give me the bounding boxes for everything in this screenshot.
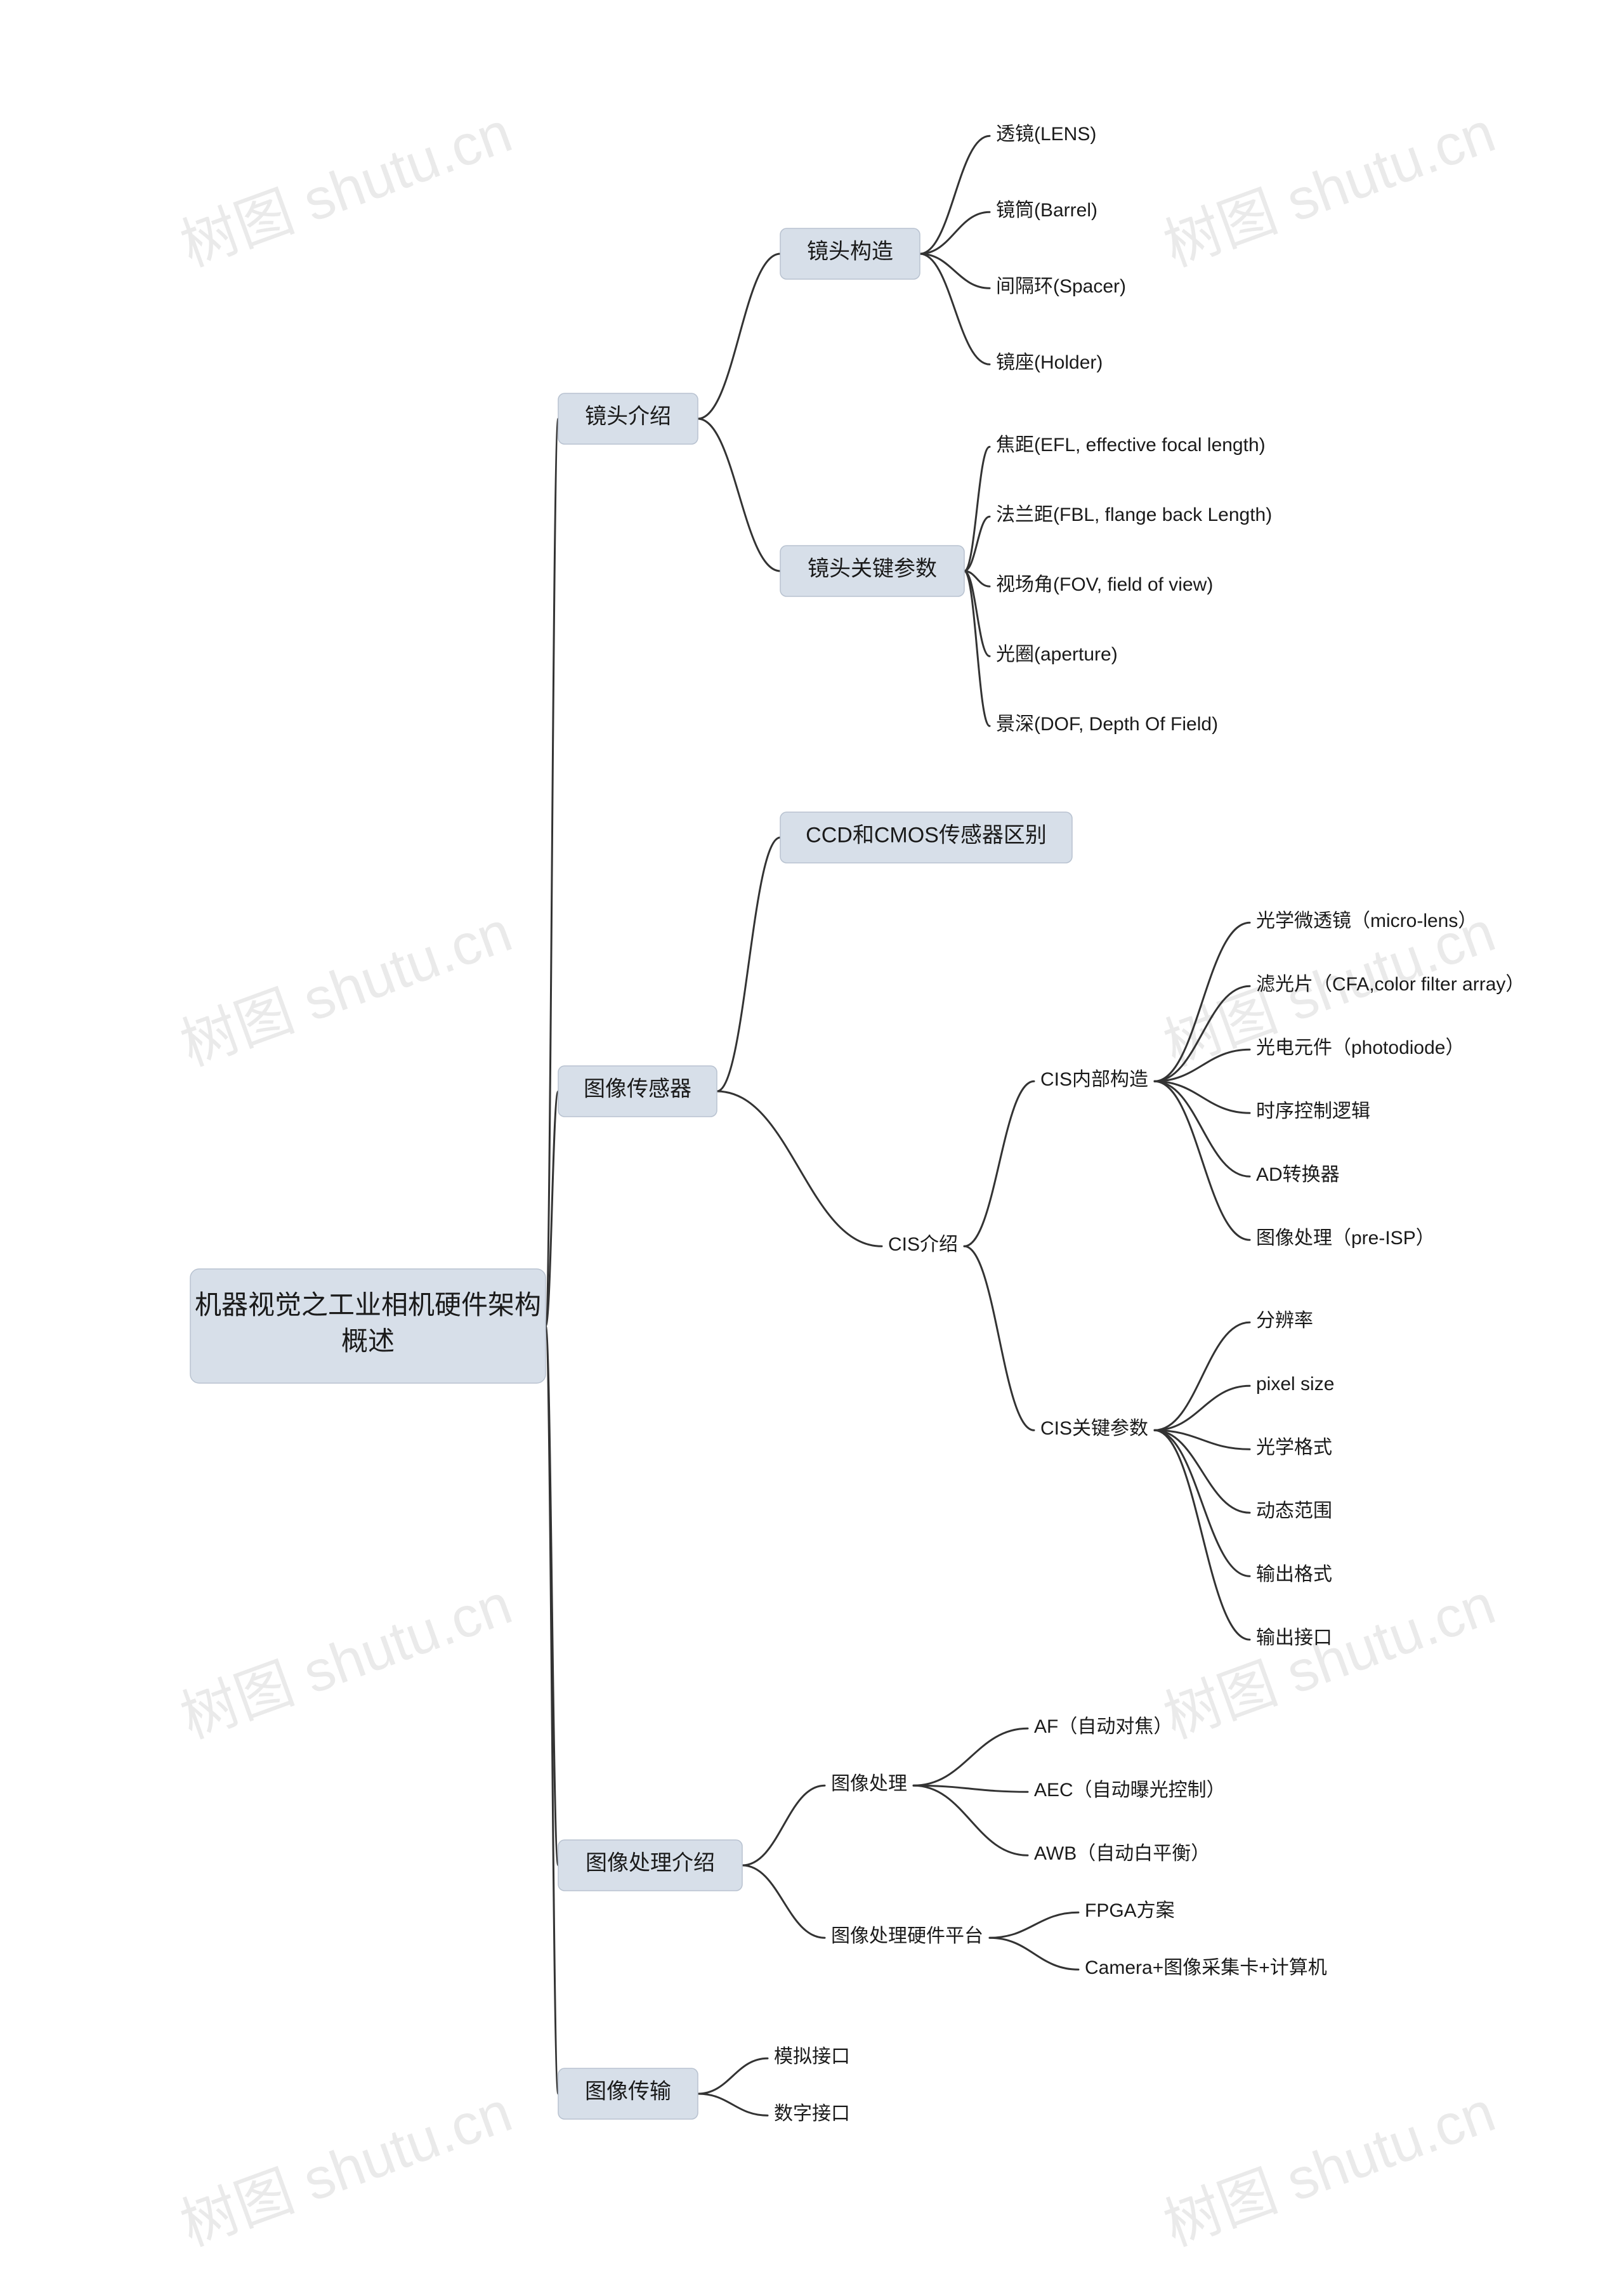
mindmap-branch-node[interactable]: CCD和CMOS传感器区别	[780, 812, 1072, 863]
node-label: 图像处理（pre-ISP）	[1256, 1228, 1435, 1249]
node-label: 光学微透镜（micro-lens）	[1256, 910, 1477, 931]
mindmap-leaf-node[interactable]: 视场角(FOV, field of view)	[996, 574, 1213, 595]
node-label: FPGA方案	[1085, 1900, 1175, 1921]
mindmap-leaf-node[interactable]: 动态范围	[1256, 1501, 1332, 1521]
node-label: 光电元件（photodiode）	[1256, 1037, 1464, 1058]
mindmap-leaf-node[interactable]: 间隔环(Spacer)	[996, 276, 1126, 297]
node-label: 动态范围	[1256, 1501, 1332, 1521]
mindmap-leaf-node[interactable]: AEC（自动曝光控制）	[1034, 1780, 1226, 1801]
node-label: 镜头介绍	[585, 405, 671, 429]
mindmap-leaf-node[interactable]: 图像处理硬件平台	[831, 1926, 983, 1947]
mindmap-leaf-node[interactable]: 数字接口	[774, 2103, 850, 2124]
mindmap-branch-node[interactable]: 图像处理介绍	[558, 1840, 742, 1891]
node-label: 景深(DOF, Depth Of Field)	[996, 714, 1218, 735]
mindmap-leaf-node[interactable]: 光圈(aperture)	[996, 644, 1118, 665]
mindmap-leaf-node[interactable]: 光学微透镜（micro-lens）	[1256, 910, 1477, 931]
node-label: 镜头构造	[807, 240, 893, 264]
node-label: 滤光片（CFA,color filter array）	[1256, 974, 1524, 995]
mindmap-leaf-node[interactable]: 镜筒(Barrel)	[996, 200, 1097, 221]
node-label: 镜筒(Barrel)	[996, 200, 1097, 221]
mindmap-branch-node[interactable]: 镜头介绍	[558, 393, 698, 444]
mindmap-branch-node[interactable]: 图像传输	[558, 2068, 698, 2119]
node-label: pixel size	[1256, 1374, 1334, 1395]
mindmap-canvas: 树图 shutu.cn树图 shutu.cn树图 shutu.cn树图 shut…	[0, 0, 1624, 2279]
mindmap-leaf-node[interactable]: CIS介绍	[888, 1234, 958, 1255]
node-label: 图像处理硬件平台	[831, 1926, 983, 1947]
mindmap-leaf-node[interactable]: pixel size	[1256, 1374, 1334, 1395]
node-label: 光圈(aperture)	[996, 644, 1118, 665]
node-label: AWB（自动白平衡）	[1034, 1843, 1210, 1864]
mindmap-leaf-node[interactable]: 光学格式	[1256, 1437, 1332, 1458]
node-label: 输出格式	[1256, 1564, 1332, 1585]
node-label: 光学格式	[1256, 1437, 1332, 1458]
mindmap-leaf-node[interactable]: AF（自动对焦）	[1034, 1716, 1172, 1737]
node-label: 图像处理介绍	[586, 1851, 715, 1875]
mindmap-branch-node[interactable]: 图像传感器	[558, 1066, 717, 1117]
mindmap-leaf-node[interactable]: FPGA方案	[1085, 1900, 1175, 1921]
node-label: 法兰距(FBL, flange back Length)	[996, 504, 1272, 525]
mindmap-leaf-node[interactable]: 图像处理（pre-ISP）	[1256, 1228, 1435, 1249]
node-label: CIS内部构造	[1040, 1069, 1148, 1090]
mindmap-leaf-node[interactable]: 模拟接口	[774, 2046, 850, 2067]
mindmap-leaf-node[interactable]: 输出格式	[1256, 1564, 1332, 1585]
node-label: CCD和CMOS传感器区别	[806, 824, 1047, 848]
mindmap-leaf-node[interactable]: 光电元件（photodiode）	[1256, 1037, 1464, 1058]
node-label: Camera+图像采集卡+计算机	[1085, 1957, 1327, 1978]
mindmap-leaf-node[interactable]: 输出接口	[1256, 1627, 1332, 1648]
mindmap-leaf-node[interactable]: AD转换器	[1256, 1164, 1340, 1185]
node-label: 图像处理	[831, 1773, 907, 1794]
node-label: 镜座(Holder)	[996, 352, 1103, 373]
node-label: CIS关键参数	[1040, 1418, 1148, 1439]
node-label: 镜头关键参数	[808, 557, 937, 581]
node-label: CIS介绍	[888, 1234, 958, 1255]
node-label: 透镜(LENS)	[996, 124, 1096, 145]
mindmap-leaf-node[interactable]: 时序控制逻辑	[1256, 1101, 1370, 1122]
mindmap-svg: 树图 shutu.cn树图 shutu.cn树图 shutu.cn树图 shut…	[0, 0, 1624, 2279]
node-label: 图像传感器	[584, 1077, 691, 1101]
node-label: 焦距(EFL, effective focal length)	[996, 435, 1266, 456]
mindmap-leaf-node[interactable]: CIS关键参数	[1040, 1418, 1148, 1439]
node-label: AEC（自动曝光控制）	[1034, 1780, 1226, 1801]
node-label: AF（自动对焦）	[1034, 1716, 1172, 1737]
mindmap-leaf-node[interactable]: 法兰距(FBL, flange back Length)	[996, 504, 1272, 525]
node-label: 分辨率	[1256, 1310, 1313, 1331]
mindmap-root-node[interactable]: 机器视觉之工业相机硬件架构概述	[190, 1269, 546, 1383]
node-label: 视场角(FOV, field of view)	[996, 574, 1213, 595]
node-label: 时序控制逻辑	[1256, 1101, 1370, 1122]
mindmap-leaf-node[interactable]: 图像处理	[831, 1773, 907, 1794]
mindmap-leaf-node[interactable]: AWB（自动白平衡）	[1034, 1843, 1210, 1864]
mindmap-leaf-node[interactable]: 透镜(LENS)	[996, 124, 1096, 145]
node-label: 间隔环(Spacer)	[996, 276, 1126, 297]
node-label: AD转换器	[1256, 1164, 1340, 1185]
node-label: 数字接口	[774, 2103, 850, 2124]
mindmap-leaf-node[interactable]: 镜座(Holder)	[996, 352, 1103, 373]
mindmap-leaf-node[interactable]: CIS内部构造	[1040, 1069, 1148, 1090]
mindmap-leaf-node[interactable]: 分辨率	[1256, 1310, 1313, 1331]
mindmap-leaf-node[interactable]: Camera+图像采集卡+计算机	[1085, 1957, 1327, 1978]
node-label: 图像传输	[585, 2080, 671, 2104]
mindmap-branch-node[interactable]: 镜头关键参数	[780, 546, 964, 596]
mindmap-leaf-node[interactable]: 滤光片（CFA,color filter array）	[1256, 974, 1524, 995]
node-label: 模拟接口	[774, 2046, 850, 2067]
mindmap-branch-node[interactable]: 镜头构造	[780, 228, 920, 279]
node-label: 输出接口	[1256, 1627, 1332, 1648]
background	[0, 0, 1624, 2279]
mindmap-leaf-node[interactable]: 焦距(EFL, effective focal length)	[996, 435, 1266, 456]
mindmap-leaf-node[interactable]: 景深(DOF, Depth Of Field)	[996, 714, 1218, 735]
